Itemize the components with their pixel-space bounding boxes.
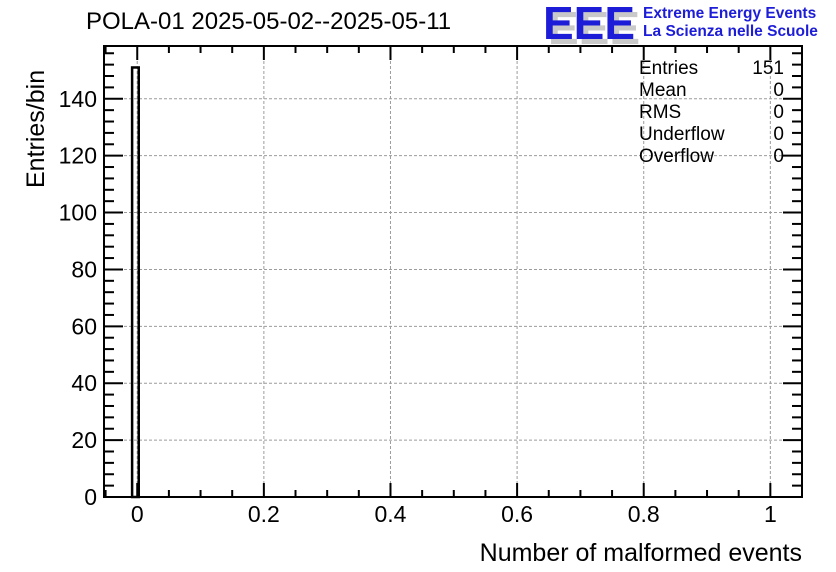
stats-row-underflow: Underflow 0 <box>639 124 784 146</box>
x-axis-title: Number of malformed events <box>479 539 802 567</box>
y-tick-label: 40 <box>71 370 97 396</box>
stats-value: 151 <box>752 58 784 79</box>
y-tick-label: 60 <box>71 313 97 339</box>
stats-label: Mean <box>639 80 687 101</box>
x-tick-label: 1 <box>764 501 777 527</box>
chart-title: POLA-01 2025-05-02--2025-05-11 <box>86 8 452 35</box>
x-tick-label: 0 <box>131 501 144 527</box>
stats-label: Entries <box>639 58 699 79</box>
stats-value: 0 <box>773 146 784 167</box>
y-tick-label: 120 <box>59 143 97 169</box>
y-tick-label: 0 <box>84 484 97 510</box>
stats-label: RMS <box>639 102 682 123</box>
stats-value: 0 <box>773 124 784 145</box>
y-tick-label: 100 <box>59 200 97 226</box>
y-axis-title: Entries/bin <box>22 69 50 188</box>
axis-tick-labels: 0 0.2 0.4 0.6 0.8 1 0 20 40 60 80 100 120 140 <box>59 86 777 527</box>
x-tick-label: 0.8 <box>628 501 660 527</box>
x-tick-label: 0.2 <box>248 501 280 527</box>
eee-logo-text: Extreme Energy Events La Scienza nelle S… <box>643 5 818 41</box>
eee-logo-line2: La Scienza nelle Scuole <box>643 23 818 40</box>
stats-row-overflow: Overflow 0 <box>639 146 784 168</box>
axis-ticks <box>104 46 803 498</box>
y-tick-label: 140 <box>59 86 97 112</box>
stats-label: Overflow <box>639 146 714 167</box>
stats-row-rms: RMS 0 <box>639 102 784 124</box>
stats-value: 0 <box>773 102 784 123</box>
grid <box>104 46 802 497</box>
stats-value: 0 <box>773 80 784 101</box>
stats-row-mean: Mean 0 <box>639 80 784 102</box>
eee-logo-acronym: EEE <box>543 0 636 49</box>
stats-row-entries: Entries 151 <box>639 58 784 80</box>
stats-box: Entries 151 Mean 0 RMS 0 Underflow 0 Ove… <box>639 58 784 168</box>
histogram-bar <box>130 66 140 499</box>
x-tick-label: 0.6 <box>501 501 533 527</box>
x-tick-label: 0.4 <box>374 501 406 527</box>
y-tick-label: 20 <box>71 427 97 453</box>
eee-logo-line1: Extreme Energy Events <box>643 5 817 22</box>
eee-logo: EEE Extreme Energy Events La Scienza nel… <box>543 0 818 46</box>
y-tick-label: 80 <box>71 256 97 282</box>
stats-label: Underflow <box>639 124 725 145</box>
